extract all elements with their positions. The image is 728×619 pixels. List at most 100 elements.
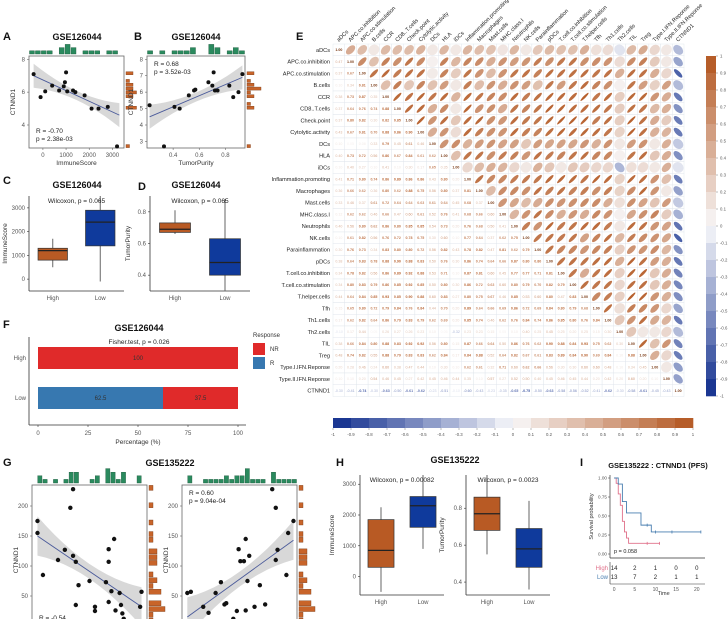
correlation-ellipse	[463, 80, 472, 90]
data-point	[64, 70, 69, 75]
correlation-value: 0.25	[581, 330, 588, 334]
correlation-ellipse	[520, 44, 532, 56]
bar-value-label: 100	[133, 356, 144, 362]
y-tick-label: 1000	[343, 544, 357, 550]
correlation-ellipse	[450, 150, 461, 161]
correlation-value: 0.27	[394, 330, 401, 334]
marginal-histogram-bar	[125, 94, 134, 98]
marginal-histogram-bar	[148, 531, 154, 537]
correlation-ellipse	[580, 57, 589, 66]
correlation-value: 0.76	[511, 318, 518, 322]
correlation-ellipse	[614, 220, 626, 232]
correlation-ellipse	[591, 80, 601, 90]
colorbar-segment	[706, 141, 716, 159]
correlation-value: 0.71	[441, 271, 448, 275]
colorbar-segment	[706, 311, 716, 329]
chart-title: GSE126044	[171, 180, 220, 190]
x-tick-label: Low	[523, 600, 535, 606]
correlation-value: 0.30	[616, 342, 623, 346]
correlation-value: 0.10	[429, 365, 436, 369]
risk-count: 7	[633, 575, 637, 581]
correlation-ellipse	[427, 127, 438, 137]
correlation-ellipse	[673, 315, 683, 325]
correlation-value: 0.60	[511, 365, 518, 369]
correlation-ellipse	[603, 69, 613, 78]
correlation-ellipse	[673, 69, 683, 78]
colorbar-tick-label: 0.8	[720, 88, 727, 93]
correlation-value: 0.37	[335, 119, 342, 123]
correlation-value: -0.65	[510, 389, 518, 393]
correlation-ellipse	[521, 151, 531, 161]
correlation-value: 0.74	[476, 260, 483, 264]
risk-row-label: Low	[597, 575, 609, 581]
data-point	[257, 583, 263, 588]
correlation-ellipse	[486, 186, 496, 196]
data-point	[193, 87, 198, 92]
correlation-ellipse	[638, 280, 648, 290]
correlation-ellipse	[649, 150, 660, 161]
correlation-ellipse	[440, 92, 449, 101]
boxplot-d: High Low 0.4 0.6 0.8 TumorPurity Wilcoxon, p =…	[125, 180, 250, 302]
correlation-ellipse	[661, 198, 671, 208]
correlation-ellipse	[661, 315, 672, 325]
correlation-ellipse	[486, 116, 496, 125]
correlation-value: 0.34	[335, 283, 342, 287]
correlation-ellipse	[486, 104, 496, 113]
correlation-ellipse	[521, 116, 531, 125]
colorbar-segment	[657, 418, 676, 428]
correlation-value: 0.80	[569, 318, 576, 322]
correlation-value: 0.67	[347, 72, 354, 76]
correlation-ellipse	[568, 92, 577, 101]
correlation-value: 0.73	[441, 224, 448, 228]
correlation-value: 0.76	[441, 213, 448, 217]
panel-label-b: B	[134, 31, 142, 43]
survival-curve-high	[614, 477, 660, 544]
data-point	[40, 572, 46, 578]
correlation-ellipse	[533, 197, 543, 208]
correlation-ellipse	[533, 139, 543, 149]
colorbar-segment	[495, 418, 514, 428]
correlation-ellipse	[580, 186, 589, 196]
correlation-ellipse	[545, 210, 554, 219]
correlation-ellipse	[579, 268, 590, 278]
y-tick-label: 7	[140, 74, 144, 80]
correlation-value: -0.10	[335, 330, 343, 334]
colorbar-tick-label: -0.9	[347, 432, 355, 437]
correlation-ellipse	[568, 57, 578, 66]
correlation-value: 0.77	[464, 236, 471, 240]
test-annotation: Fisher.test, p = 0.026	[109, 339, 170, 346]
correlation-value: 0.64	[347, 260, 354, 264]
colorbar-tick-label: 0	[720, 224, 723, 229]
correlation-ellipse	[416, 116, 425, 125]
correlation-value: 0.62	[511, 248, 518, 252]
correlation-value: 0.10	[335, 83, 342, 87]
marginal-histogram-bar	[37, 475, 43, 484]
colorbar-segment	[675, 418, 694, 428]
correlation-ellipse	[450, 115, 461, 126]
column-label: iDCs	[453, 30, 466, 43]
correlation-ellipse	[416, 92, 425, 101]
correlation-value: 0.62	[359, 213, 366, 217]
scatter-g1: 0100020003000050100150200ImmuneScoreCTNN…	[13, 468, 166, 619]
correlation-value: 0.60	[581, 365, 588, 369]
marginal-histogram-bar	[112, 50, 118, 55]
correlation-ellipse	[661, 326, 672, 338]
correlation-value: 0.40	[534, 377, 541, 381]
correlation-ellipse	[556, 257, 566, 266]
correlation-value: 0.83	[546, 354, 553, 358]
correlation-ellipse	[357, 57, 367, 66]
correlation-value: 0.10	[347, 377, 354, 381]
correlation-ellipse	[602, 44, 614, 56]
marginal-histogram-bar	[229, 479, 234, 484]
correlation-value: 0.38	[335, 260, 342, 264]
marginal-histogram-bar	[29, 50, 35, 55]
correlation-value: 0.57	[487, 377, 494, 381]
y-tick-label: 0.50	[598, 514, 607, 519]
correlation-value: 0.92	[406, 271, 413, 275]
legend-swatch-r	[253, 357, 265, 369]
correlation-value: 0.79	[382, 307, 389, 311]
correlation-ellipse	[498, 198, 508, 208]
correlation-ellipse	[673, 104, 683, 114]
colorbar-tick-label: 0.1	[528, 432, 535, 437]
colorbar-tick-label: 0.3	[720, 173, 727, 178]
